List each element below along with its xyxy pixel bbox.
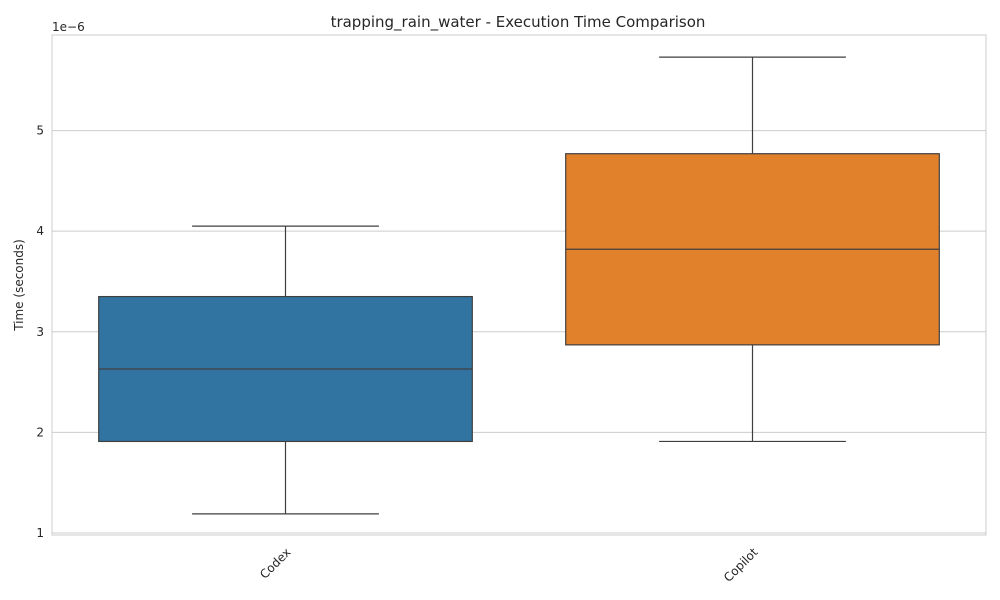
y-tick-labels: 1 2 3 4 5 [36,124,44,540]
box-copilot [565,56,940,443]
plot-frame [51,34,987,536]
boxes [98,56,940,515]
y-axis-label: Time (seconds) [12,239,26,332]
y-tick-label-4: 5 [36,124,44,138]
y-tick-label-0: 1 [36,526,44,540]
y-axis-offset-label: 1e−6 [52,20,85,34]
chart-title: trapping_rain_water - Execution Time Com… [331,13,706,32]
x-tick-label-copilot: Copilot [721,545,761,585]
y-tick-label-3: 4 [36,224,44,238]
x-tick-labels: Codex Copilot [257,545,761,585]
y-tick-label-2: 3 [36,325,44,339]
y-tick-label-1: 2 [36,425,44,439]
x-tick-label-codex: Codex [257,545,294,582]
box-codex [98,225,473,515]
